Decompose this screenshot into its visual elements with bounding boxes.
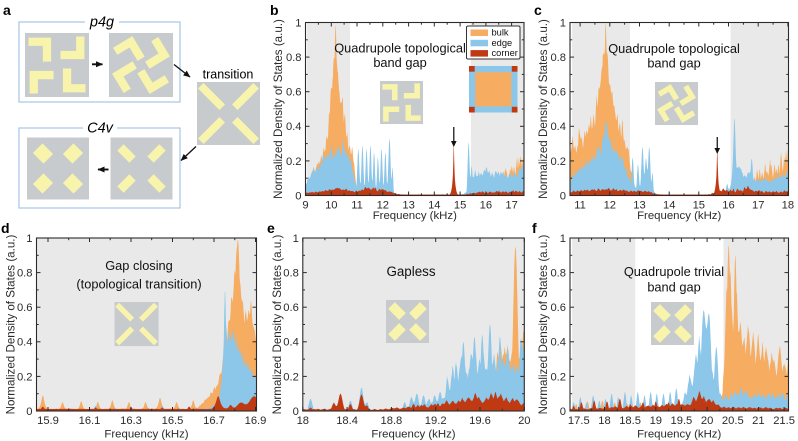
svg-text:Normalized Density of States (: Normalized Density of States (a.u.): [271, 234, 284, 414]
svg-text:11: 11: [574, 199, 586, 211]
svg-text:18: 18: [598, 415, 610, 427]
svg-text:19.6: 19.6: [469, 415, 491, 427]
svg-text:19.2: 19.2: [425, 415, 447, 427]
svg-text:(topological transition): (topological transition): [76, 277, 201, 292]
svg-text:13: 13: [633, 199, 645, 211]
svg-text:Frequency (kHz): Frequency (kHz): [637, 210, 721, 222]
svg-text:0.4: 0.4: [550, 337, 566, 349]
svg-text:21: 21: [752, 415, 764, 427]
svg-text:18.4: 18.4: [336, 415, 358, 427]
svg-text:edge: edge: [492, 38, 513, 48]
svg-text:e: e: [267, 220, 275, 236]
svg-text:C4v: C4v: [87, 121, 114, 137]
svg-text:0.2: 0.2: [283, 371, 299, 383]
svg-text:0: 0: [293, 406, 299, 418]
svg-text:9: 9: [302, 199, 308, 211]
svg-text:f: f: [532, 220, 537, 236]
svg-text:16.3: 16.3: [120, 415, 142, 427]
svg-text:0.4: 0.4: [283, 337, 299, 349]
svg-text:Quadrupole trivial: Quadrupole trivial: [624, 264, 724, 279]
svg-text:corner: corner: [492, 48, 518, 58]
svg-text:Normalized Density of States (: Normalized Density of States (a.u.): [537, 234, 550, 414]
svg-text:17: 17: [505, 199, 517, 211]
svg-text:18: 18: [297, 415, 309, 427]
svg-text:20.5: 20.5: [722, 415, 744, 427]
svg-text:d: d: [1, 220, 10, 236]
svg-text:c: c: [534, 2, 542, 18]
svg-text:15.9: 15.9: [37, 415, 59, 427]
svg-text:21.5: 21.5: [773, 415, 795, 427]
svg-text:Quadrupole topological: Quadrupole topological: [608, 41, 740, 56]
svg-text:16.5: 16.5: [162, 415, 184, 427]
svg-text:0: 0: [295, 190, 301, 202]
svg-text:Normalized Density of States (: Normalized Density of States (a.u.): [537, 19, 550, 199]
svg-text:0.8: 0.8: [550, 268, 566, 280]
svg-text:0.2: 0.2: [550, 371, 566, 383]
svg-text:0.8: 0.8: [17, 268, 33, 280]
svg-text:18.8: 18.8: [381, 415, 403, 427]
svg-text:Frequency (kHz): Frequency (kHz): [371, 428, 455, 440]
svg-text:18: 18: [782, 199, 794, 211]
svg-text:0.8: 0.8: [550, 52, 566, 64]
svg-text:15: 15: [693, 199, 705, 211]
svg-text:0: 0: [560, 406, 566, 418]
svg-text:19.5: 19.5: [671, 415, 693, 427]
svg-text:16.7: 16.7: [203, 415, 225, 427]
svg-text:Gap closing: Gap closing: [105, 258, 173, 273]
svg-text:transition: transition: [203, 68, 254, 82]
svg-text:16: 16: [722, 199, 734, 211]
svg-text:0: 0: [26, 406, 32, 418]
svg-text:15: 15: [454, 199, 466, 211]
svg-text:1: 1: [560, 233, 566, 245]
svg-text:Normalized Density of States (: Normalized Density of States (a.u.): [272, 19, 285, 199]
svg-text:18.5: 18.5: [619, 415, 641, 427]
svg-text:0.8: 0.8: [283, 268, 299, 280]
svg-text:14: 14: [663, 199, 675, 211]
svg-text:Normalized Density of States (: Normalized Density of States (a.u.): [5, 234, 18, 414]
svg-text:17: 17: [752, 199, 764, 211]
svg-text:band gap: band gap: [647, 280, 700, 295]
svg-text:1: 1: [26, 233, 32, 245]
svg-text:10: 10: [325, 199, 337, 211]
svg-text:17.5: 17.5: [568, 415, 590, 427]
svg-text:16.9: 16.9: [245, 415, 267, 427]
svg-text:Frequency (kHz): Frequency (kHz): [373, 210, 457, 222]
svg-text:1: 1: [293, 233, 299, 245]
svg-text:0.2: 0.2: [17, 371, 33, 383]
svg-text:Frequency (kHz): Frequency (kHz): [104, 428, 188, 440]
svg-text:14: 14: [428, 199, 440, 211]
svg-text:band gap: band gap: [647, 56, 700, 71]
svg-text:20: 20: [701, 415, 713, 427]
svg-text:b: b: [270, 2, 279, 18]
svg-text:0.2: 0.2: [550, 156, 566, 168]
svg-text:16: 16: [480, 199, 492, 211]
svg-text:20: 20: [518, 415, 530, 427]
svg-text:12: 12: [377, 199, 389, 211]
svg-text:1: 1: [295, 17, 301, 29]
svg-text:0.6: 0.6: [17, 302, 33, 314]
svg-text:0.6: 0.6: [550, 87, 566, 99]
svg-text:Quadrupole topological: Quadrupole topological: [334, 41, 466, 56]
svg-text:11: 11: [351, 199, 363, 211]
svg-text:13: 13: [402, 199, 414, 211]
svg-text:0.4: 0.4: [17, 337, 33, 349]
svg-text:Gapless: Gapless: [386, 264, 435, 279]
svg-text:0.4: 0.4: [550, 121, 566, 133]
svg-text:0.6: 0.6: [286, 87, 302, 99]
svg-text:19: 19: [650, 415, 662, 427]
svg-text:0.8: 0.8: [286, 52, 302, 64]
svg-text:0.2: 0.2: [286, 156, 302, 168]
svg-text:0.4: 0.4: [286, 121, 302, 133]
svg-text:1: 1: [560, 17, 566, 29]
svg-text:p4g: p4g: [89, 15, 114, 31]
svg-text:0.6: 0.6: [550, 302, 566, 314]
svg-text:16.1: 16.1: [79, 415, 101, 427]
svg-text:Frequency (kHz): Frequency (kHz): [637, 428, 721, 440]
svg-text:bulk: bulk: [492, 28, 509, 38]
svg-text:band gap: band gap: [373, 55, 426, 70]
svg-text:0: 0: [560, 190, 566, 202]
svg-text:12: 12: [604, 199, 616, 211]
svg-text:a: a: [3, 2, 11, 18]
svg-text:0.6: 0.6: [283, 302, 299, 314]
